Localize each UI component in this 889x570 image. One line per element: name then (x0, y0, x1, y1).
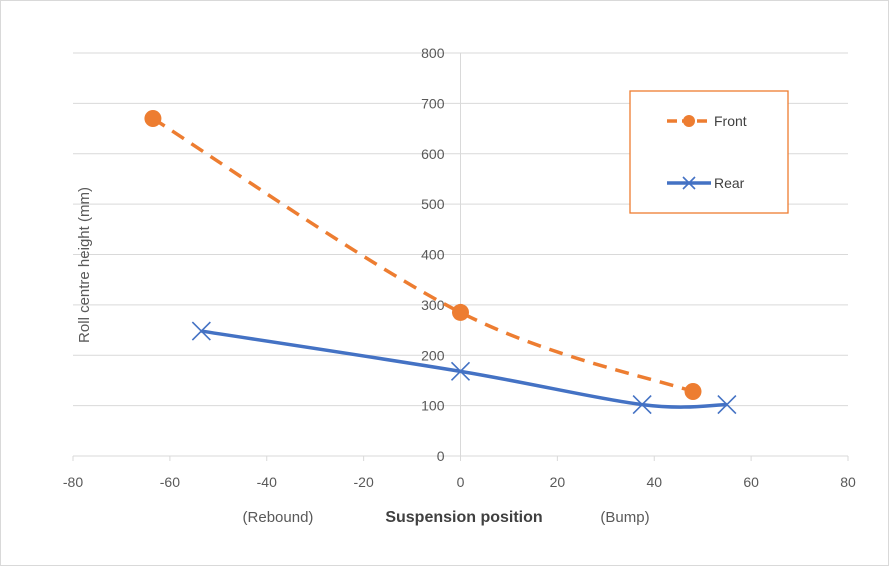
data-point-rear (632, 395, 652, 415)
y-tick-label: 500 (421, 196, 445, 212)
x-axis-annotation-bump: (Bump) (600, 509, 649, 526)
x-axis-annotation-rebound: (Rebound) (243, 509, 314, 526)
x-tick-label: 80 (840, 474, 856, 490)
x-axis-ticks: -80 -60 -40 -20 0 20 40 60 80 (63, 456, 856, 490)
data-point-rear (450, 361, 471, 381)
gridlines (73, 52, 848, 457)
legend-box (629, 90, 789, 214)
legend-label-rear: Rear (714, 175, 745, 191)
data-point-front (684, 383, 702, 401)
x-axis-title: Suspension position (385, 509, 542, 526)
data-point-front (452, 303, 469, 321)
series-line-front (151, 117, 694, 394)
x-tick-label: -60 (160, 474, 180, 490)
y-axis-title: Roll centre height (mm) (76, 187, 93, 343)
legend-label-front: Front (714, 113, 747, 129)
y-tick-label: 100 (421, 398, 445, 414)
legend-marker-front (683, 115, 695, 127)
series-layer (144, 109, 737, 415)
data-point-rear (191, 321, 211, 341)
x-tick-label: 0 (457, 474, 465, 490)
y-tick-label: 200 (421, 347, 445, 363)
x-tick-label: 20 (550, 474, 566, 490)
x-tick-label: -20 (354, 474, 374, 490)
y-axis-ticks: 0 100 200 300 400 500 600 700 800 (421, 45, 445, 464)
x-tick-label: 60 (743, 474, 759, 490)
y-tick-label: 400 (421, 247, 445, 263)
legend: Front Rear (629, 90, 789, 214)
x-tick-label: -40 (257, 474, 277, 490)
legend-marker-rear (682, 176, 696, 190)
y-tick-label: 700 (421, 95, 445, 111)
y-tick-label: 800 (421, 45, 445, 61)
series-line-rear (201, 329, 727, 409)
data-point-front (144, 109, 162, 127)
y-tick-label: 600 (421, 146, 445, 162)
data-point-rear (717, 395, 737, 415)
x-tick-label: -80 (63, 474, 83, 490)
x-tick-label: 40 (646, 474, 662, 490)
y-tick-label: 0 (437, 448, 445, 464)
y-tick-label: 300 (421, 297, 445, 313)
